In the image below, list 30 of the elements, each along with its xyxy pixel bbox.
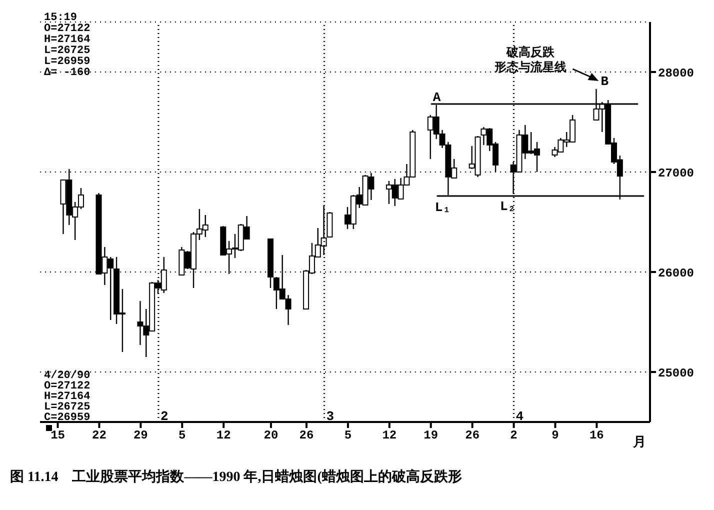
x-tick-label: 29 [133, 428, 148, 443]
ref-line-label: 4 [516, 409, 524, 424]
y-tick-label: 27000 [658, 166, 694, 180]
ref-line-label: 3 [326, 409, 334, 424]
x-tick-label: 5 [178, 428, 186, 443]
x-tick-label: 20 [264, 428, 278, 443]
x-tick-label: 26 [299, 428, 314, 443]
annotation: L₂ [500, 199, 516, 214]
annotation: A [432, 90, 441, 105]
x-axis-title: 月 [632, 435, 646, 450]
y-tick-label: 26000 [658, 266, 694, 280]
x-tick-label: 9 [552, 428, 559, 443]
annotation: L₁ [434, 200, 450, 215]
annotation: 破高反跌形态与流星线 [494, 45, 567, 75]
x-tick-label: 12 [216, 428, 231, 443]
x-tick-label: 2 [510, 428, 518, 443]
caption: 图 11.14 工业股票平均指数——1990 年,日蜡烛图(蜡烛图上的破高反跌形 [10, 468, 462, 486]
x-tick-label: 5 [344, 428, 352, 443]
x-tick-label: 15 [50, 428, 65, 443]
x-tick-label: 16 [589, 428, 604, 443]
y-tick-label: 25000 [658, 366, 694, 380]
annotation: B [600, 74, 609, 89]
x-tick-label: 12 [382, 428, 397, 443]
x-tick-label: 22 [92, 428, 106, 443]
annotation: 4/20/90 O=27122 H=27164 L=26725 C=26959 [44, 370, 91, 424]
x-tick-label: 26 [465, 428, 480, 443]
x-tick-label: 19 [424, 428, 438, 443]
ref-line-label: 2 [160, 409, 168, 424]
y-tick-label: 28000 [658, 66, 694, 80]
annotation: 15:19 O=27122 H=27164 L=26725 L=26959 Δ= -160 [44, 12, 91, 79]
